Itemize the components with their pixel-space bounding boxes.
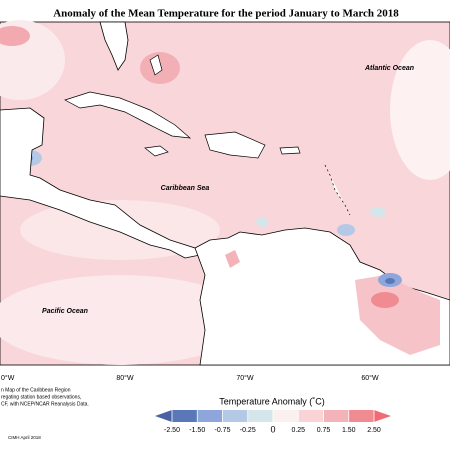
central-america xyxy=(0,107,201,259)
legend: -2.50 -1.50 -0.75 -0.25 0 0.25 0.75 1.50 2.50 xyxy=(155,410,391,434)
map-title: Anomaly of the Mean Temperature for the … xyxy=(53,8,399,20)
caption-line: regating station based observations, xyxy=(1,394,81,400)
caption-line: CF, with NCEP/NCAR Reanalysis Data. xyxy=(1,401,89,407)
anomaly-area xyxy=(225,250,240,268)
map: Atlantic Ocean Caribbean Sea Pacific Oce… xyxy=(0,20,450,366)
anomaly-area xyxy=(256,217,268,227)
colorbar-tick-label: 2.50 xyxy=(367,427,381,434)
colorbar-segment xyxy=(197,410,223,422)
colorbar-tick-label: 0.25 xyxy=(291,427,305,434)
colorbar-tick-label: 1.50 xyxy=(342,427,356,434)
colorbar-under xyxy=(155,410,172,422)
jamaica xyxy=(144,145,169,157)
credit: CIMH April 2018 xyxy=(8,435,41,440)
colorbar-tick-label: -1.50 xyxy=(189,427,205,434)
anomaly-area xyxy=(0,26,30,46)
anomaly-area xyxy=(370,207,386,217)
longitude-label: 80°W xyxy=(116,374,134,382)
bahamas xyxy=(149,54,163,76)
colorbar-segment xyxy=(222,410,248,422)
anomaly-area xyxy=(337,224,355,236)
anomaly-area xyxy=(371,292,399,308)
colorbar-over xyxy=(374,410,391,422)
anomaly-area xyxy=(0,275,250,365)
ocean-label: Caribbean Sea xyxy=(161,185,210,192)
colorbar-tick-label: -0.75 xyxy=(215,427,231,434)
colorbar-segment xyxy=(323,410,349,422)
colorbar-segment xyxy=(298,410,324,422)
caption-line: n Map of the Caribbean Region xyxy=(1,387,71,393)
anomaly-area xyxy=(390,40,450,180)
legend-title: Temperature Anomaly (˚C) xyxy=(219,396,325,406)
colorbar-tick-label: 0 xyxy=(270,424,275,434)
lesser-antilles xyxy=(324,164,351,216)
anomaly-area xyxy=(385,278,395,284)
colorbar-tick-label: -0.25 xyxy=(240,427,256,434)
ocean-label: Atlantic Ocean xyxy=(364,65,414,72)
hispaniola xyxy=(204,131,266,159)
colorbar-segment xyxy=(348,410,374,422)
longitude-label: 70°W xyxy=(236,374,254,382)
colorbar-tick-label: 0.75 xyxy=(317,427,331,434)
florida xyxy=(99,21,129,71)
longitude-label: 60°W xyxy=(361,374,379,382)
longitude-label: 0°W xyxy=(1,374,15,382)
cuba xyxy=(64,91,192,139)
colorbar-segment xyxy=(247,410,273,422)
puerto-rico xyxy=(279,146,301,155)
colorbar-tick-label: -2.50 xyxy=(164,427,180,434)
colorbar-segment xyxy=(172,410,198,422)
ocean-label: Pacific Ocean xyxy=(42,308,88,315)
colorbar-segment xyxy=(273,410,299,422)
